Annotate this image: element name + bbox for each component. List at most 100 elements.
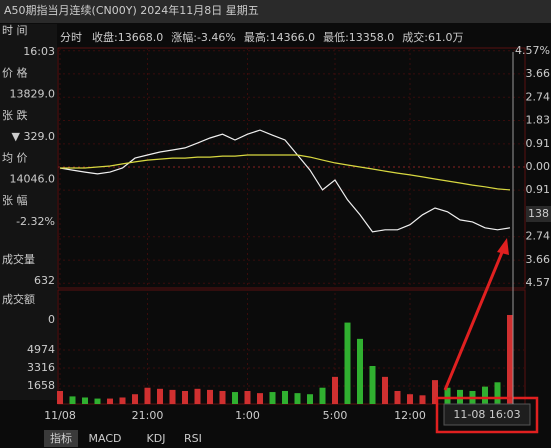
tab[interactable]: KDJ: [147, 432, 166, 445]
mode-label: 分时: [60, 31, 82, 44]
y-tick-label: 3316: [27, 361, 55, 374]
volume-bar: [69, 396, 76, 404]
volume-bar: [107, 398, 113, 404]
volume-bar: [157, 388, 163, 404]
y-tick-label: 0.00: [526, 160, 551, 173]
y-tick-label: 3.66: [526, 253, 551, 266]
info-label: 时 间: [2, 24, 28, 37]
x-tick-label: 11/08: [44, 409, 76, 422]
price-line: [60, 154, 511, 191]
arrow-shaft: [443, 249, 505, 391]
y-tick-label: 4.57%: [515, 44, 550, 57]
volume-bar: [444, 387, 451, 404]
volume-bar: [382, 376, 388, 404]
y-tick-label: 0.91: [526, 183, 551, 196]
info-value: ▼ 329.0: [12, 130, 55, 143]
info-value: -2.32%: [16, 215, 55, 228]
info-label: 均 价: [2, 152, 28, 165]
info-label: 张 幅: [2, 194, 28, 207]
volume-bar: [57, 390, 63, 404]
volume-bar: [232, 392, 238, 404]
y-tick-label: 2.74: [526, 90, 551, 103]
volume-bar: [182, 390, 188, 404]
info-value: 16:03: [23, 45, 55, 58]
volume-bar: [194, 388, 201, 404]
volume-bar: [507, 314, 513, 404]
volume-bar: [482, 386, 488, 404]
volume-bar: [369, 366, 376, 404]
volume-bar: [357, 338, 363, 404]
y-tick-label: 4.57: [526, 276, 551, 289]
x-tick-label: 12:00: [394, 409, 426, 422]
volume-bar: [494, 382, 501, 404]
y-tick-label: 0.91: [526, 137, 551, 150]
volume-bar: [432, 380, 438, 404]
volume-bar: [244, 390, 251, 404]
highlight-box: [435, 396, 539, 434]
volume-bar: [207, 389, 213, 404]
volume-bar: [307, 394, 313, 404]
volume-bar: [394, 390, 401, 404]
volume-bar: [82, 397, 88, 404]
volume-bar: [419, 395, 426, 404]
quote-value: 61.0万: [428, 31, 464, 44]
volume-bar: [294, 393, 301, 404]
info-label: 价 格: [2, 66, 28, 80]
window-title: A50期指当月连续(CN00Y) 2024年11月8日 星期五: [4, 3, 259, 17]
quote-value: 13668.0: [118, 31, 164, 44]
volume-bar: [132, 394, 138, 404]
volume-bar: [257, 393, 263, 404]
volume-bar: [169, 389, 176, 404]
tab[interactable]: 指标: [50, 431, 72, 445]
volume-label: 成交量: [2, 252, 35, 266]
price-line: [59, 129, 511, 233]
amount-value: 0: [48, 313, 55, 326]
cursor-price: 138: [528, 207, 549, 220]
tab-active-bg: [44, 430, 78, 447]
y-tick-label: 2.74: [526, 230, 551, 243]
x-tick-label: 1:00: [235, 409, 260, 422]
quote-label: 成交:: [402, 30, 428, 44]
volume-bar: [407, 394, 413, 404]
cursor-time-box: [443, 403, 531, 426]
price-frame: [57, 47, 526, 289]
quote-label: 收盘:: [92, 30, 118, 44]
cursor-price-box: [526, 206, 551, 222]
volume-bar: [94, 398, 101, 404]
cursor-time: 11-08 16:03: [453, 408, 520, 421]
y-tick-label: 4974: [27, 343, 55, 356]
sidebar-bg: [0, 24, 57, 400]
y-tick-label: 1.83: [526, 113, 551, 126]
volume-bar: [219, 390, 226, 404]
amount-label: 成交额: [2, 292, 35, 306]
x-tick-label: 5:00: [323, 409, 348, 422]
volume-bar: [269, 392, 276, 404]
volume-bar: [144, 387, 151, 404]
quote-value: 14366.0: [270, 31, 316, 44]
quote-value: -3.46%: [197, 31, 236, 44]
info-label: 张 跌: [2, 108, 28, 122]
volume-bar: [344, 322, 351, 404]
quote-label: 涨幅:: [171, 31, 197, 44]
volume-bar: [332, 376, 338, 404]
y-tick-label: 3.66: [526, 67, 551, 80]
volume-bar: [119, 397, 126, 404]
info-value: 13829.0: [10, 88, 56, 101]
tab[interactable]: MACD: [89, 432, 122, 445]
quote-value: 13358.0: [349, 31, 395, 44]
arrow-head: [497, 238, 509, 255]
title-bar: [0, 0, 551, 23]
x-tick-label: 21:00: [132, 409, 164, 422]
tab[interactable]: RSI: [184, 432, 202, 445]
volume-bar: [319, 387, 326, 404]
quote-label: 最低:: [323, 31, 349, 44]
volume-frame: [57, 289, 526, 405]
info-value: 14046.0: [10, 173, 56, 186]
quote-label: 最高:: [244, 30, 270, 44]
volume-bar: [282, 390, 288, 404]
volume-value: 632: [34, 274, 55, 287]
y-tick-label: 1658: [27, 379, 55, 392]
